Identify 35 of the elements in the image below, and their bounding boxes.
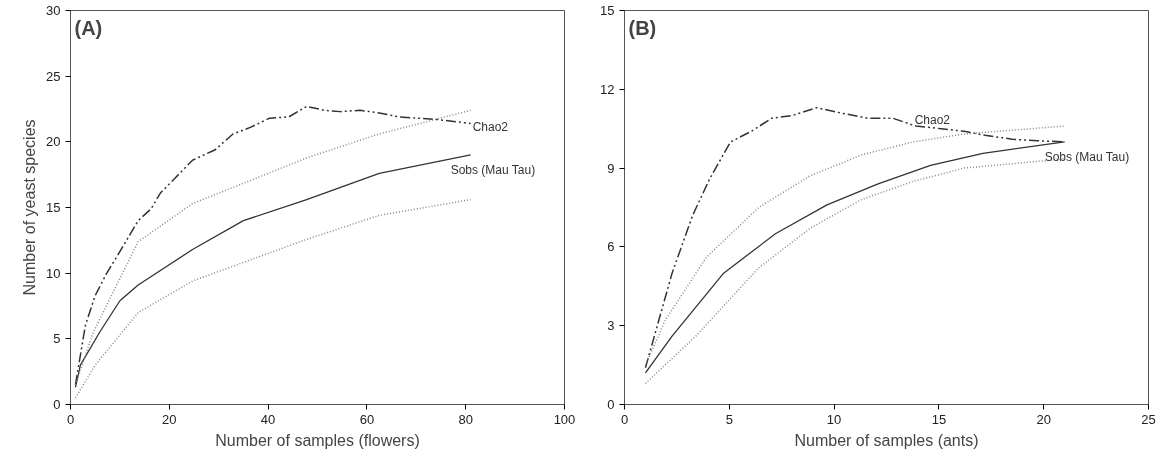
- y-tick-label: 30: [46, 3, 61, 18]
- x-tick-label: 100: [553, 411, 576, 427]
- x-tick-label: 20: [1036, 411, 1051, 427]
- y-tick-label: 15: [600, 3, 615, 18]
- y-tick-label: 25: [46, 68, 61, 84]
- x-tick-label: 40: [260, 411, 276, 427]
- x-axis-title: Number of samples (ants): [794, 431, 979, 449]
- y-tick-label: 3: [607, 318, 615, 334]
- y-tick-label: 0: [53, 397, 61, 412]
- y-tick-label: 6: [607, 239, 615, 255]
- x-tick-label: 10: [826, 411, 842, 427]
- y-tick-label: 5: [53, 331, 61, 347]
- line-series: [74, 198, 472, 399]
- y-tick-label: 15: [46, 200, 61, 215]
- series-label: Sobs (Mau Tau): [450, 162, 536, 177]
- y-tick-label: 12: [600, 81, 615, 97]
- x-tick-label: 80: [458, 411, 473, 427]
- x-tick-label: 5: [725, 411, 733, 427]
- x-tick-label: 15: [931, 411, 947, 427]
- chart-title: (A): [74, 16, 103, 39]
- y-axis-title: Number of yeast species: [21, 119, 39, 296]
- series-label: Sobs (Mau Tau): [1044, 149, 1130, 164]
- series-label: Chao2: [914, 112, 951, 127]
- y-tick-label: 20: [46, 134, 61, 150]
- y-tick-label: 0: [607, 397, 615, 412]
- x-tick-label: 0: [66, 411, 75, 427]
- x-axis-title: Number of samples (flowers): [215, 431, 420, 449]
- y-tick-label: 9: [607, 160, 615, 176]
- y-tick-label: 10: [46, 265, 61, 281]
- x-tick-label: 60: [359, 411, 375, 427]
- x-tick-label: 0: [620, 411, 629, 427]
- x-tick-label: 20: [162, 411, 177, 427]
- x-tick-label: 25: [1141, 411, 1156, 427]
- chart-title: (B): [628, 16, 657, 39]
- series-label: Chao2: [472, 120, 509, 135]
